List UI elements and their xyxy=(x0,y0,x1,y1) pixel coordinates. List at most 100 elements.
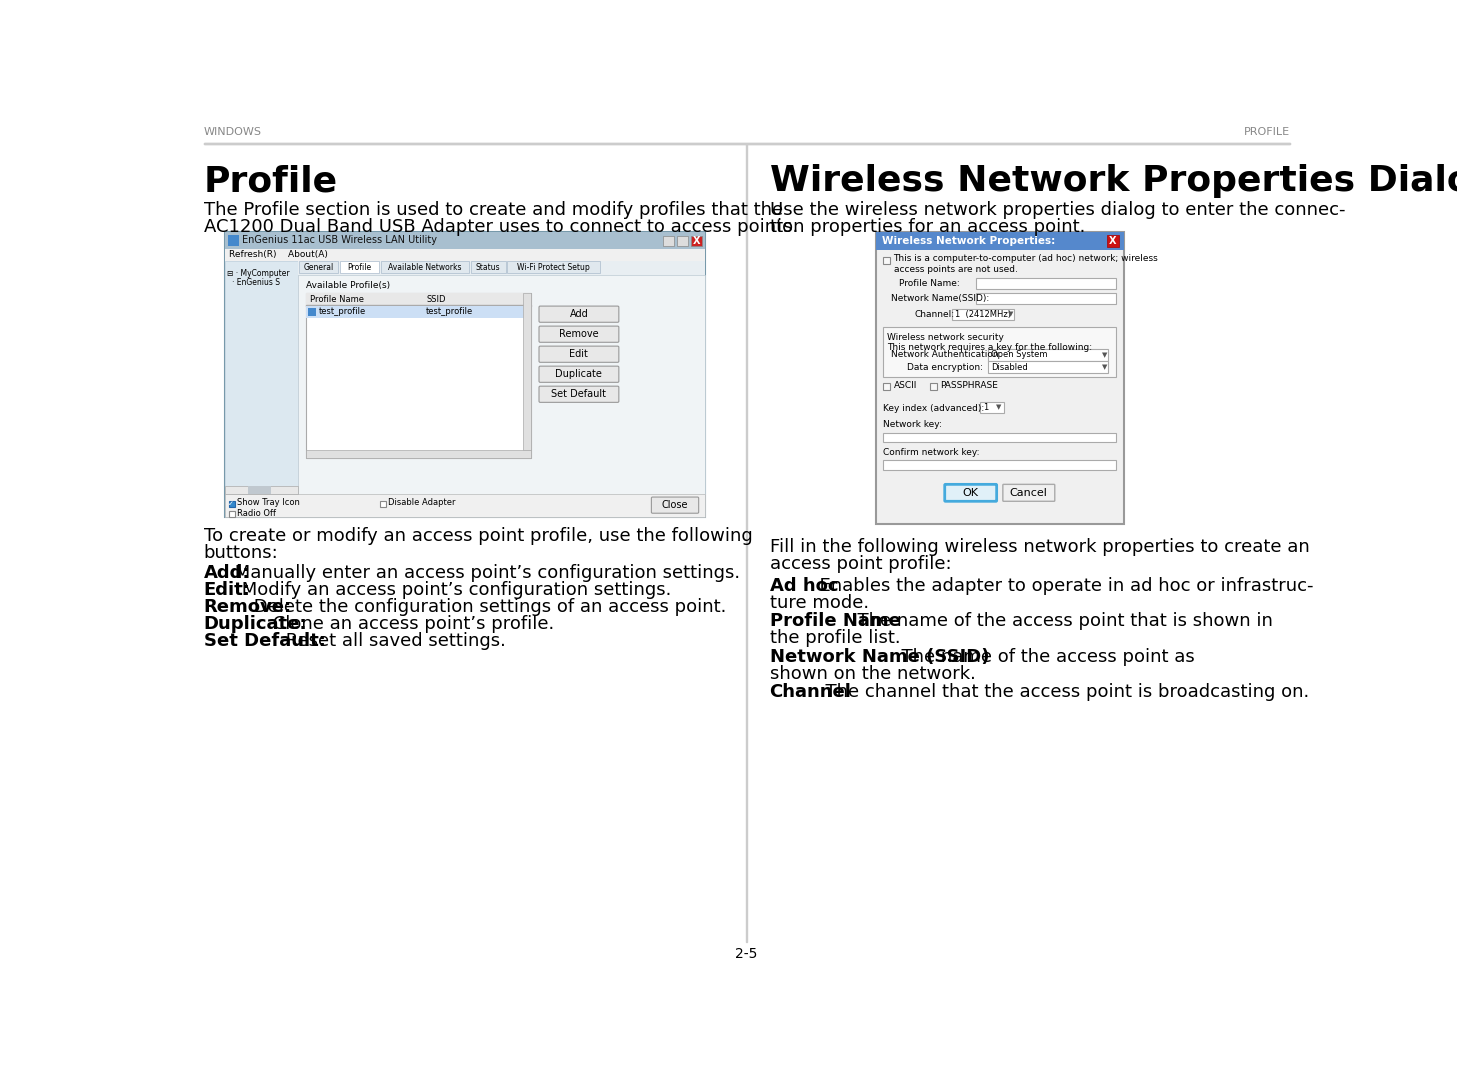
Text: Wireless network security: Wireless network security xyxy=(887,334,1004,343)
Bar xyxy=(299,275,705,493)
Text: ▼: ▼ xyxy=(997,405,1001,410)
Text: Remove: Remove xyxy=(559,329,599,339)
Text: Remove:: Remove: xyxy=(204,598,291,616)
Bar xyxy=(976,278,1116,289)
Bar xyxy=(883,383,890,389)
Text: Profile: Profile xyxy=(347,264,372,273)
Text: Set Default:: Set Default: xyxy=(204,632,326,650)
Text: OK: OK xyxy=(963,488,979,497)
Bar xyxy=(224,485,299,493)
Text: Set Default: Set Default xyxy=(551,389,606,399)
FancyBboxPatch shape xyxy=(539,307,619,322)
Text: Use the wireless network properties dialog to enter the connec-: Use the wireless network properties dial… xyxy=(769,201,1345,219)
Text: ture mode.: ture mode. xyxy=(769,594,868,612)
Bar xyxy=(883,257,890,264)
Bar xyxy=(1107,235,1119,248)
Text: tion properties for an access point.: tion properties for an access point. xyxy=(769,218,1085,236)
Text: Manually enter an access point’s configuration settings.: Manually enter an access point’s configu… xyxy=(229,564,740,583)
Bar xyxy=(507,261,600,274)
Bar xyxy=(883,433,1116,442)
Text: EnGenius 11ac USB Wireless LAN Utility: EnGenius 11ac USB Wireless LAN Utility xyxy=(242,236,437,245)
Text: access points are not used.: access points are not used. xyxy=(893,265,1017,274)
Bar xyxy=(299,261,338,274)
Text: Network Name (SSID): Network Name (SSID) xyxy=(769,648,989,666)
Text: General: General xyxy=(303,264,334,273)
Text: X: X xyxy=(1109,236,1116,247)
Text: Close: Close xyxy=(661,500,688,511)
Bar xyxy=(227,235,239,245)
Bar xyxy=(930,383,937,389)
Text: PROFILE: PROFILE xyxy=(1243,127,1289,137)
Bar xyxy=(224,493,705,517)
Text: Show Tray Icon: Show Tray Icon xyxy=(237,497,300,506)
Bar xyxy=(976,293,1116,304)
Text: 2-5: 2-5 xyxy=(736,947,758,961)
Text: Channel:: Channel: xyxy=(915,310,954,319)
Text: Fill in the following wireless network properties to create an: Fill in the following wireless network p… xyxy=(769,538,1310,556)
Bar xyxy=(299,261,705,275)
Text: PASSPHRASE: PASSPHRASE xyxy=(940,381,998,391)
Bar xyxy=(981,401,1004,412)
Text: the profile list.: the profile list. xyxy=(769,630,900,647)
Text: Duplicate: Duplicate xyxy=(555,369,602,380)
Text: To create or modify an access point profile, use the following: To create or modify an access point prof… xyxy=(204,527,753,546)
Bar xyxy=(339,261,379,274)
Text: Key index (advanced):: Key index (advanced): xyxy=(883,405,985,413)
Text: The channel that the access point is broadcasting on.: The channel that the access point is bro… xyxy=(814,683,1310,702)
Bar xyxy=(309,308,316,315)
Bar xyxy=(306,293,530,305)
Bar xyxy=(988,349,1109,361)
Text: Modify an access point’s configuration settings.: Modify an access point’s configuration s… xyxy=(236,582,670,599)
Text: Refresh(R)    About(A): Refresh(R) About(A) xyxy=(229,251,328,260)
Bar xyxy=(523,293,530,451)
FancyBboxPatch shape xyxy=(539,326,619,343)
Bar xyxy=(248,485,271,493)
Bar xyxy=(229,511,235,517)
Text: X: X xyxy=(694,236,701,247)
FancyBboxPatch shape xyxy=(539,367,619,382)
Text: Radio Off: Radio Off xyxy=(237,509,277,518)
Text: Disable Adapter: Disable Adapter xyxy=(388,497,456,506)
Text: Reset all saved settings.: Reset all saved settings. xyxy=(280,632,506,650)
Text: This is a computer-to-computer (ad hoc) network; wireless: This is a computer-to-computer (ad hoc) … xyxy=(893,254,1158,263)
Bar xyxy=(883,460,1116,470)
Text: Wireless Network Properties:: Wireless Network Properties: xyxy=(881,236,1055,247)
Text: 1  (2412MHz): 1 (2412MHz) xyxy=(954,310,1011,319)
Text: Ad hoc: Ad hoc xyxy=(769,577,838,595)
Bar xyxy=(883,327,1116,377)
Bar xyxy=(306,451,530,458)
Text: Status: Status xyxy=(476,264,501,273)
Text: Available Profile(s): Available Profile(s) xyxy=(306,281,390,290)
Text: AC1200 Dual Band USB Adapter uses to connect to access points.: AC1200 Dual Band USB Adapter uses to con… xyxy=(204,218,798,236)
Text: Profile Name:: Profile Name: xyxy=(899,279,960,288)
Text: test_profile: test_profile xyxy=(427,308,474,316)
Bar xyxy=(663,236,675,247)
Bar xyxy=(224,261,299,493)
Text: Profile Name: Profile Name xyxy=(769,612,900,631)
Text: ▼: ▼ xyxy=(1101,352,1107,358)
Text: buttons:: buttons: xyxy=(204,544,278,562)
Bar xyxy=(876,231,1123,250)
Text: ▼: ▼ xyxy=(1007,311,1013,317)
Bar xyxy=(306,293,530,458)
Text: 1: 1 xyxy=(983,403,989,411)
Text: Edit:: Edit: xyxy=(204,582,251,599)
Text: Add:: Add: xyxy=(204,564,251,583)
Text: Confirm network key:: Confirm network key: xyxy=(883,447,981,456)
Text: Profile: Profile xyxy=(204,164,338,199)
Text: Channel: Channel xyxy=(769,683,851,702)
Text: Open System: Open System xyxy=(991,350,1048,360)
Text: Clone an access point’s profile.: Clone an access point’s profile. xyxy=(267,615,555,633)
Text: test_profile: test_profile xyxy=(319,308,366,316)
Bar xyxy=(224,231,705,517)
Text: SSID: SSID xyxy=(427,295,446,304)
Text: Network Name(SSID):: Network Name(SSID): xyxy=(892,295,989,303)
Text: ▼: ▼ xyxy=(1101,364,1107,370)
Text: Wi-Fi Protect Setup: Wi-Fi Protect Setup xyxy=(517,264,590,273)
FancyBboxPatch shape xyxy=(539,386,619,403)
Text: shown on the network.: shown on the network. xyxy=(769,664,975,683)
Text: access point profile:: access point profile: xyxy=(769,555,951,573)
Text: Edit: Edit xyxy=(570,349,589,359)
Bar xyxy=(380,501,386,507)
Bar xyxy=(471,261,506,274)
